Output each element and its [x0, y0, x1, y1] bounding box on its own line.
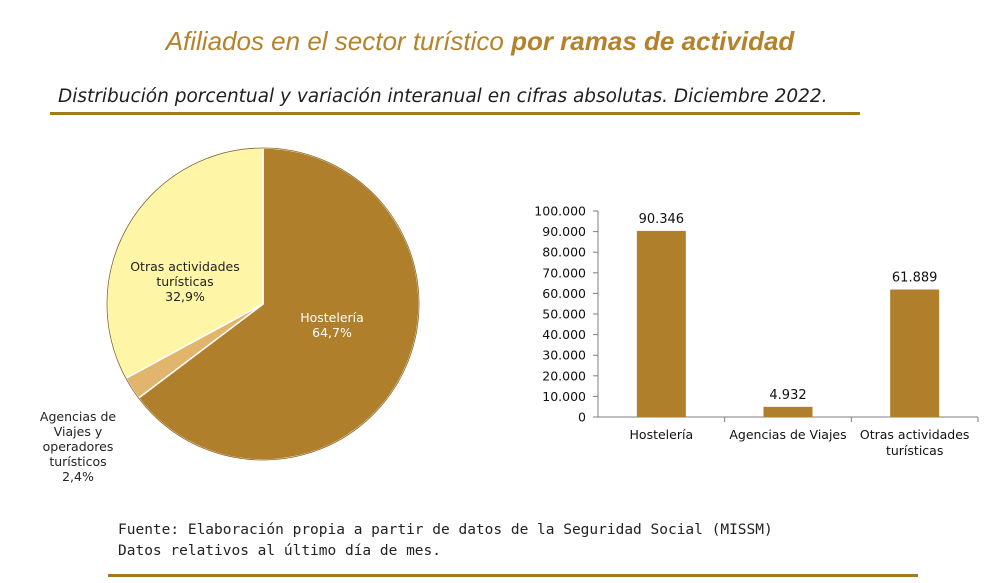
bar-data-labels: 90.346 4.932 61.889 [639, 212, 938, 403]
bar-y-ticks: 0 10.000 20.000 30.000 40.000 50.000 60.000 70.… [534, 204, 598, 425]
y-tick-label: 90.000 [542, 224, 586, 239]
category-label-hosteleria: Hostelería [630, 427, 694, 442]
bar-agencias-de-viajes [763, 406, 813, 417]
bar-chart: 0 10.000 20.000 30.000 40.000 50.000 60.000 70.… [534, 204, 979, 458]
data-note: Datos relativos al último día de mes. [118, 543, 442, 559]
y-tick-label: 70.000 [542, 265, 586, 280]
bar-hosteleria [636, 230, 686, 417]
chart-subtitle: Distribución porcentual y variación inte… [58, 86, 828, 107]
top-divider [50, 112, 860, 115]
y-tick-label: 0 [578, 410, 586, 425]
y-tick-label: 40.000 [542, 327, 586, 342]
source-text: Fuente: Elaboración propia a partir de d… [118, 522, 773, 538]
pie-slices [106, 147, 420, 461]
data-label-hosteleria: 90.346 [639, 212, 685, 227]
title-regular: Afiliados en el sector turístico [165, 26, 504, 56]
pie-outline [106, 147, 420, 461]
y-tick-label: 10.000 [542, 389, 586, 404]
bar-otras-actividades-turisticas [890, 289, 940, 417]
bar-marks [636, 230, 940, 417]
pie-label-hosteleria: Hostelería 64,7% [300, 310, 364, 340]
data-label-agencias-de-viajes: 4.932 [769, 388, 806, 403]
pie-label-agencias-de-viajes-y-operadores-turisticos: Agencias de Viajes y operadores turísticos 2… [40, 409, 117, 484]
y-tick-label: 30.000 [542, 348, 586, 363]
y-tick-label: 80.000 [542, 245, 586, 260]
data-label-otras-actividades-turisticas: 61.889 [892, 271, 938, 286]
source-note: Fuente: Elaboración propia a partir de d… [118, 520, 773, 562]
y-tick-label: 60.000 [542, 286, 586, 301]
bar-category-labels: Hostelería Agencias de Viajes Otras activi… [630, 427, 970, 458]
pie-labels: Hostelería 64,7% Agencias de Viajes y operad… [40, 259, 364, 484]
pie-chart: Hostelería 64,7% Agencias de Viajes y operad… [40, 147, 420, 484]
bottom-divider [108, 574, 918, 577]
category-label-otras-actividades-turisticas: Otras actividades turísticas [860, 427, 970, 458]
pie-label-otras-actividades-turisticas: Otras actividades turísticas 32,9% [130, 259, 240, 304]
category-label-agencias-de-viajes: Agencias de Viajes [729, 427, 846, 442]
y-tick-label: 20.000 [542, 368, 586, 383]
chart-title: Afiliados en el sector turístico por ram… [0, 26, 960, 57]
y-tick-label: 100.000 [534, 204, 586, 219]
y-tick-label: 50.000 [542, 307, 586, 322]
title-bold: por ramas de actividad [511, 26, 795, 56]
